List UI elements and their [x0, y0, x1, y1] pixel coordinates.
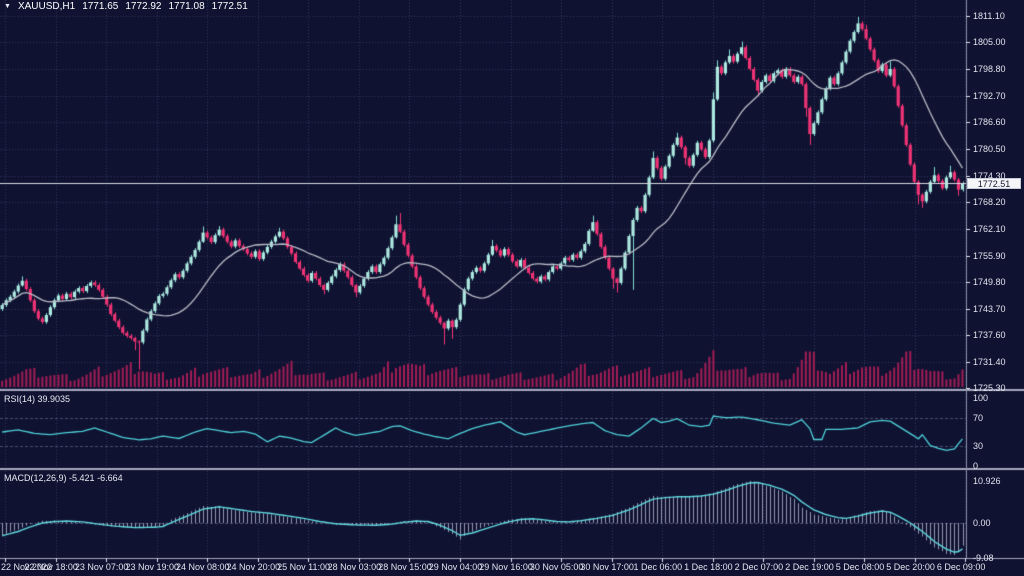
bar-high-value: 1772.92	[125, 1, 162, 12]
macd-name: MACD(12,26,9)	[4, 473, 67, 483]
rsi-axis-label: 30	[973, 440, 984, 451]
time-axis-label: 28 Nov 15:00	[378, 562, 432, 572]
macd-axis-label: 10.926	[973, 475, 1001, 486]
bar-low-value: 1771.08	[168, 1, 205, 12]
rsi-name: RSI(14)	[4, 394, 36, 404]
rsi-axis-label: 100	[973, 393, 989, 403]
bar-open-value: 1771.65	[82, 1, 119, 12]
price-axis-label: 1805.00	[973, 37, 1006, 48]
symbol-timeframe: XAUUSD,H1	[17, 1, 76, 12]
time-axis-label: 1 Dec 06:00	[633, 562, 683, 572]
price-axis-label: 1755.90	[973, 250, 1006, 261]
bar-close-value: 1772.51	[211, 1, 248, 12]
rsi-axis-label: 70	[973, 413, 984, 424]
time-axis-label: 23 Nov 19:00	[125, 562, 179, 572]
time-axis-label: 6 Dec 09:00	[936, 562, 986, 572]
time-axis-label: 2 Dec 07:00	[734, 562, 784, 572]
current-price-tag: 1772.51	[967, 178, 1021, 189]
time-axis-label: 24 Nov 20:00	[226, 562, 281, 572]
chart-header: ▼ XAUUSD,H1 1771.65 1772.92 1771.08 1772…	[4, 1, 248, 12]
price-axis-label: 1792.70	[973, 90, 1006, 101]
time-axis-label: 24 Nov 08:00	[176, 562, 230, 572]
price-axis-label: 1725.30	[973, 383, 1006, 394]
macd-indicator-label: MACD(12,26,9) -5.421 -6.664	[4, 473, 123, 483]
time-axis-label: 25 Nov 11:00	[277, 562, 330, 572]
time-axis-label: 1 Dec 18:00	[684, 562, 733, 572]
price-axis-label: 1798.80	[973, 64, 1006, 75]
price-axis-label: 1780.50	[973, 143, 1006, 154]
time-axis-label: 23 Nov 07:00	[74, 562, 129, 572]
price-axis-label: 1762.10	[973, 223, 1006, 234]
rsi-axis-label: 0	[973, 461, 979, 471]
price-axis-label: 1731.40	[973, 356, 1006, 367]
time-axis-label: 29 Nov 16:00	[479, 562, 533, 572]
time-axis-label: 5 Dec 08:00	[835, 562, 885, 572]
price-axis-label: 1774.30	[973, 170, 1006, 181]
time-axis-label: 30 Nov 17:00	[580, 562, 634, 572]
time-axis-label: 22 Nov 2022	[1, 562, 53, 572]
time-axis-label: 29 Nov 04:00	[428, 562, 483, 572]
macd-values: -5.421 -6.664	[69, 473, 123, 483]
price-axis-label: 1743.70	[973, 303, 1006, 314]
time-axis-label: 28 Nov 03:00	[327, 562, 382, 572]
time-axis-label: 5 Dec 20:00	[886, 562, 935, 572]
price-axis-label: 1737.60	[973, 329, 1006, 340]
price-axis-label: 1768.20	[973, 197, 1006, 208]
price-axis-label: 1749.80	[973, 277, 1006, 288]
price-axis-label: 1786.60	[973, 117, 1006, 128]
price-axis-label: 1811.10	[973, 11, 1005, 21]
macd-axis-label: 0.00	[973, 518, 991, 528]
rsi-value: 39.9035	[37, 394, 71, 404]
time-axis-label: 30 Nov 05:00	[529, 562, 584, 572]
symbol-dropdown-icon[interactable]: ▼	[4, 2, 11, 10]
rsi-indicator-label: RSI(14) 39.9035	[4, 394, 70, 404]
time-axis-label: 22 Nov 18:00	[24, 562, 78, 572]
time-axis-label: 2 Dec 19:00	[785, 562, 834, 572]
macd-axis-label: -9.08	[973, 552, 994, 563]
